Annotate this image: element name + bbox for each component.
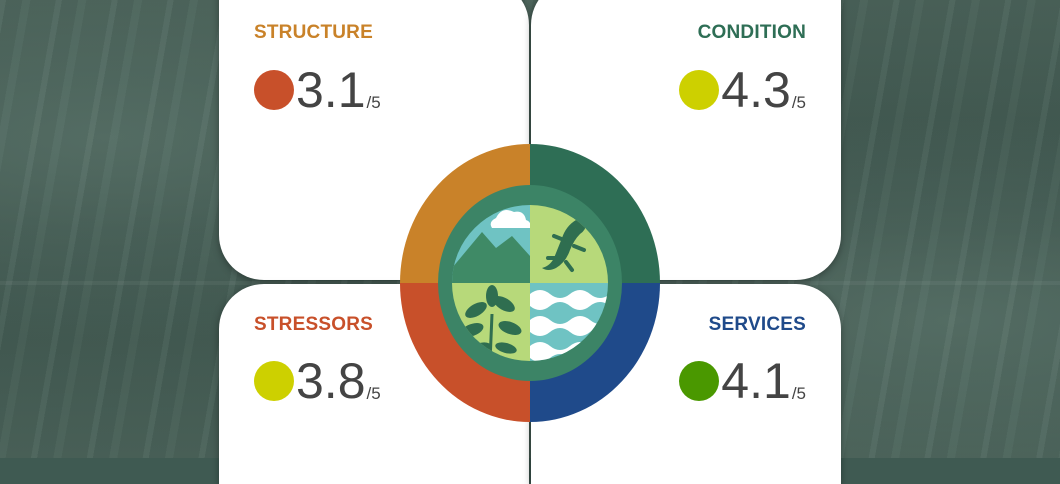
condition-title: CONDITION	[697, 22, 806, 43]
stressors-score-value: 3.8	[296, 353, 366, 409]
condition-score-denominator: /5	[791, 93, 806, 112]
services-title: SERVICES	[708, 314, 806, 335]
condition-status-dot	[679, 70, 720, 110]
services-score-value: 4.1	[721, 353, 791, 409]
structure-score-value: 3.1	[296, 62, 366, 118]
structure-score: 3.1 /5	[254, 65, 381, 115]
stressors-status-dot	[254, 361, 294, 401]
stressors-score-denominator: /5	[366, 384, 381, 403]
condition-score: 4.3 /5	[679, 65, 806, 115]
condition-score-value: 4.3	[721, 62, 791, 118]
plant-icon	[452, 283, 530, 361]
services-score: 4.1 /5	[679, 356, 806, 406]
ecosystem-emblem	[400, 144, 660, 422]
structure-status-dot	[254, 70, 294, 110]
stressors-title: STRESSORS	[254, 314, 373, 335]
structure-title: STRUCTURE	[254, 22, 373, 43]
stressors-score: 3.8 /5	[254, 356, 381, 406]
structure-score-denominator: /5	[366, 93, 381, 112]
services-status-dot	[679, 361, 720, 401]
services-score-denominator: /5	[791, 384, 806, 403]
